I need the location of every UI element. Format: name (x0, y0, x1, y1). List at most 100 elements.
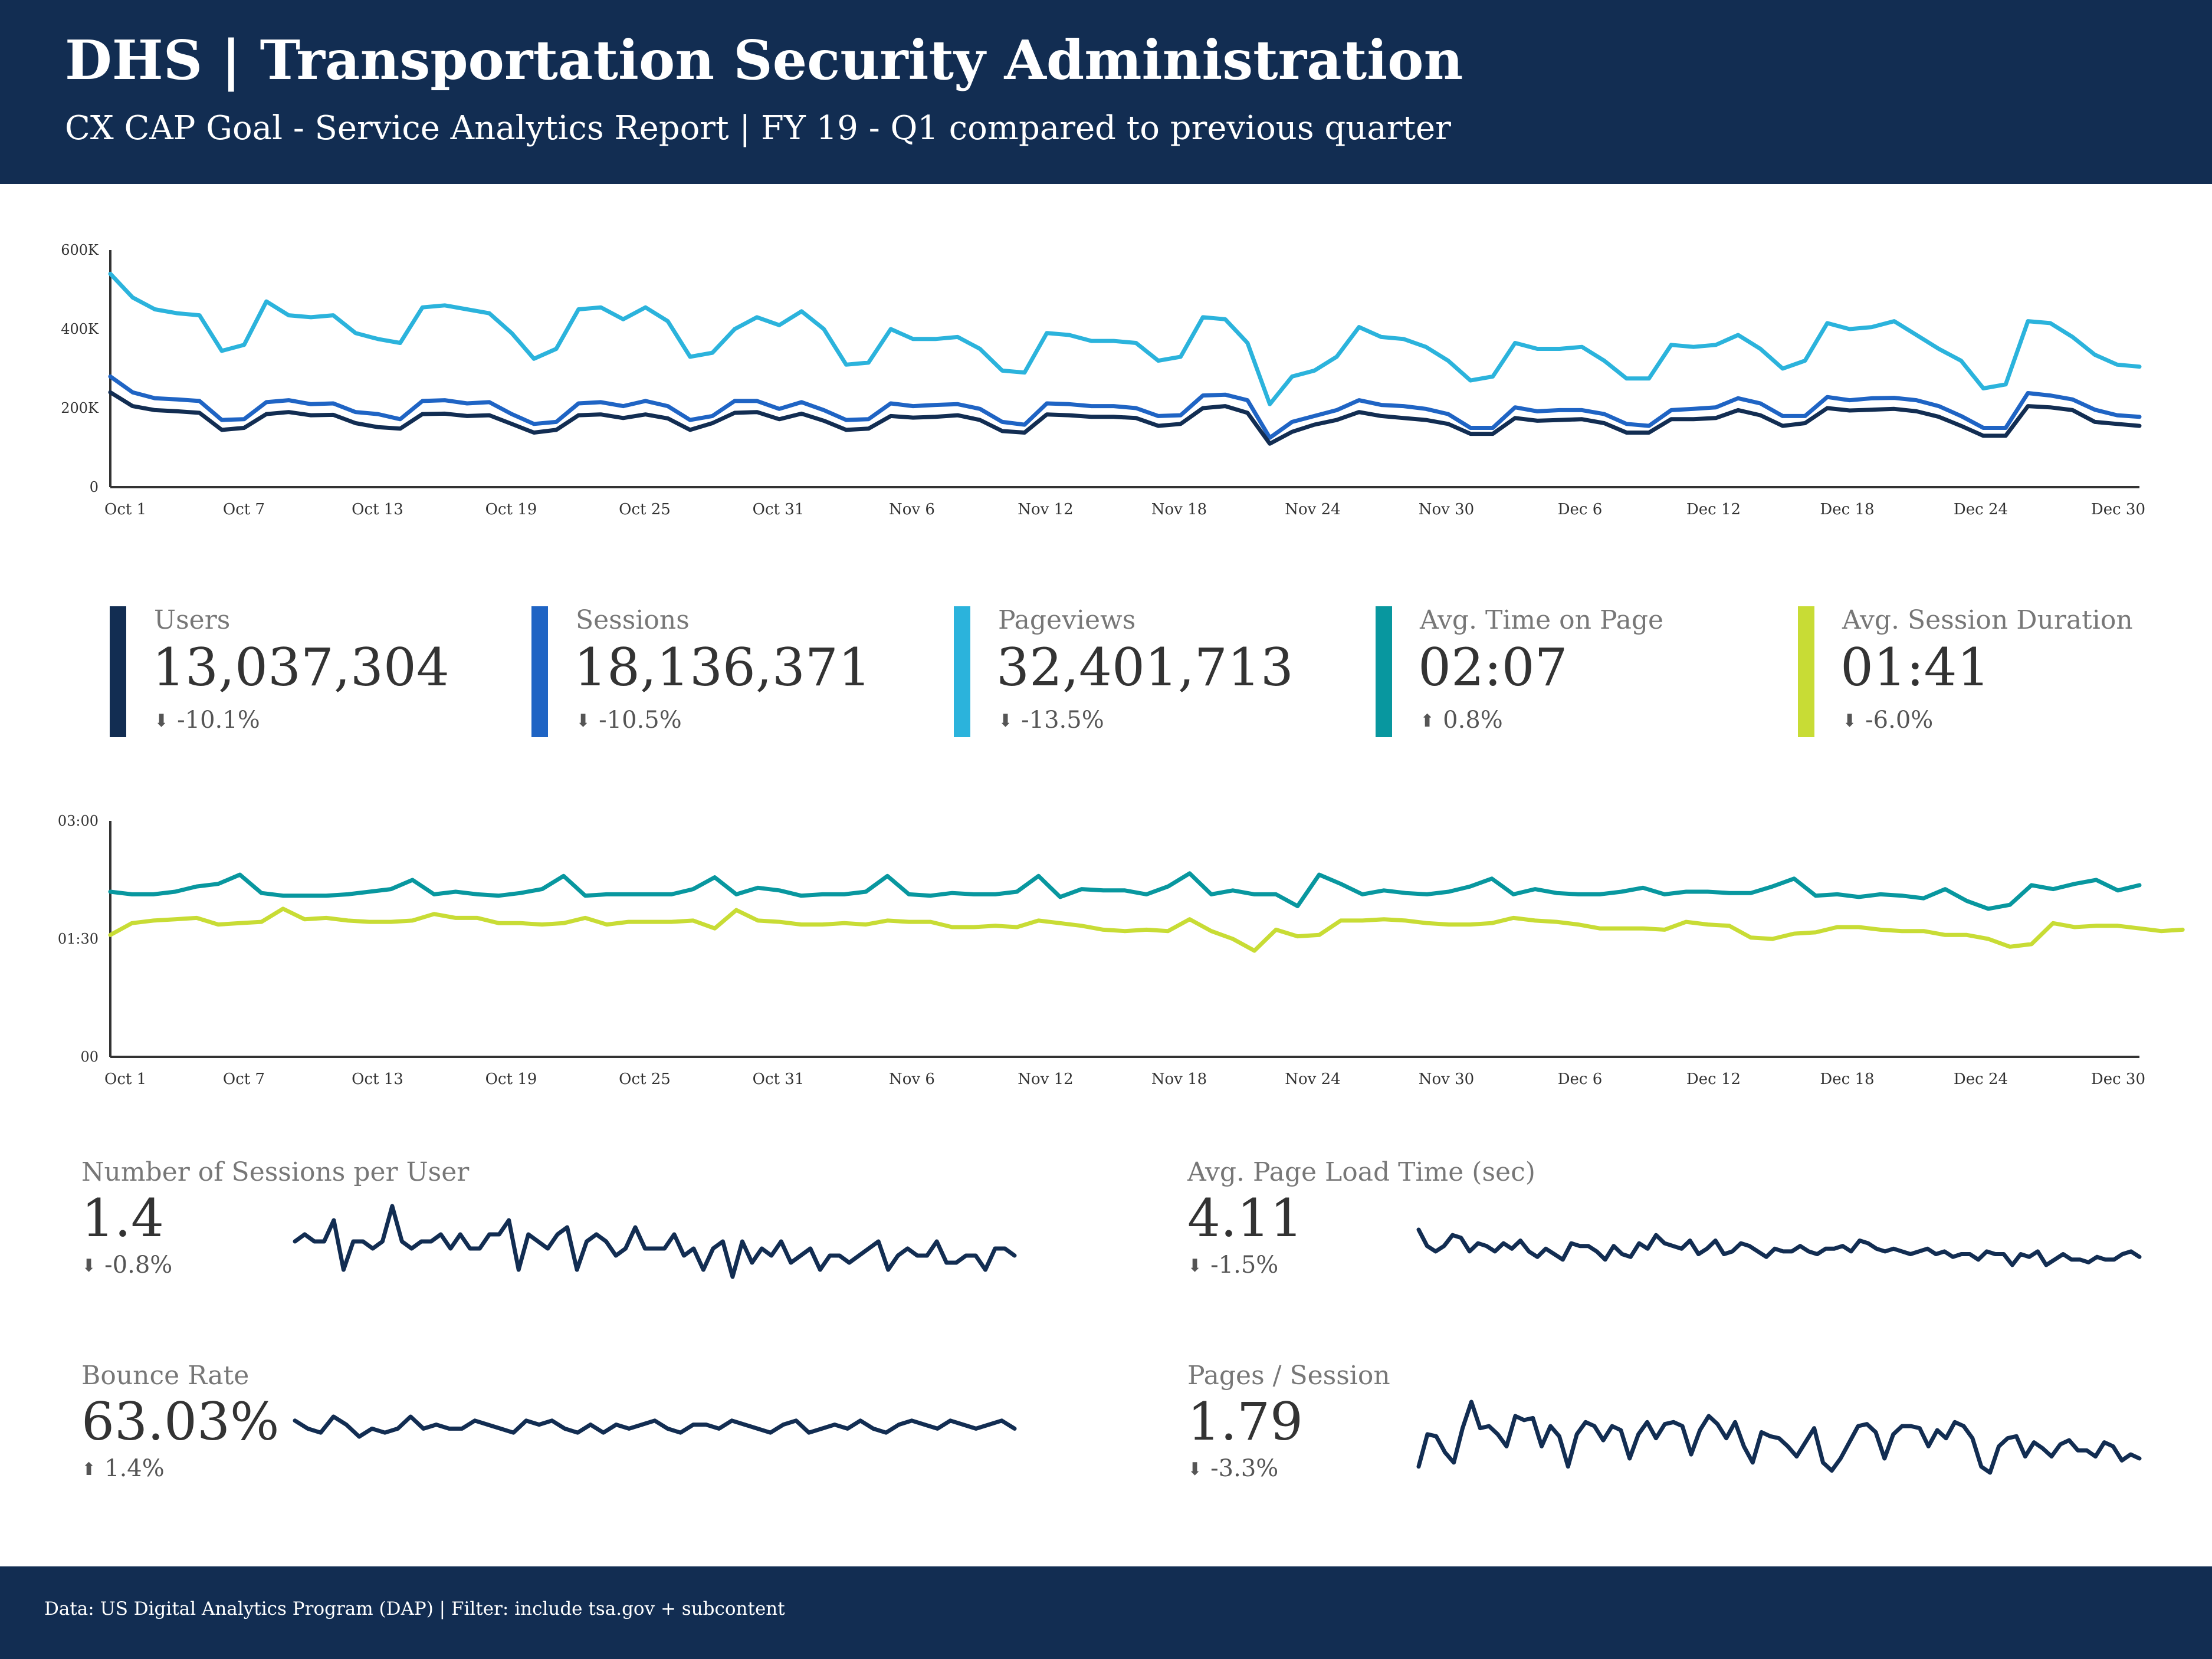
metric-change: ⬇ -1.5% (1187, 1251, 1278, 1279)
kpi-change: ⬇ -13.5% (998, 707, 1104, 734)
kpi-pageviews: Pageviews 32,401,713 ⬇ -13.5% (954, 605, 1331, 737)
series-line-pageviews (108, 271, 2142, 406)
x-tick-label: Oct 7 (223, 501, 265, 518)
metric-label: Avg. Page Load Time (sec) (1187, 1157, 1535, 1187)
kpi-change: ⬇ -10.1% (154, 707, 260, 734)
arrow-down-icon: ⬇ (154, 711, 169, 731)
series-line-avg-time-on-page (108, 871, 2142, 911)
kpi-change-value: -13.5% (1021, 707, 1104, 734)
series-line-avg-session-duration (108, 906, 2185, 953)
kpi-label: Sessions (576, 605, 690, 635)
arrow-down-icon: ⬇ (1842, 711, 1857, 731)
kpi-color-bar (954, 606, 970, 737)
kpi-sessions: Sessions 18,136,371 ⬇ -10.5% (531, 605, 909, 737)
bounce-rate-sparkline (293, 1414, 1017, 1439)
kpi-color-bar (110, 606, 126, 737)
metric-change-value: 1.4% (104, 1455, 165, 1482)
arrow-down-icon: ⬇ (1187, 1459, 1203, 1480)
y-tick-label: 400K (61, 321, 99, 337)
footer-source-note: Data: US Digital Analytics Program (DAP)… (44, 1598, 785, 1619)
kpi-value: 13,037,304 (152, 637, 449, 698)
report-header: DHS | Transportation Security Administra… (0, 0, 2212, 184)
x-tick-label: Oct 31 (753, 501, 805, 518)
arrow-up-icon: ⬆ (81, 1459, 97, 1480)
sparkline-number-of-sessions-per-user (293, 1204, 1017, 1279)
series-line-users (108, 390, 2142, 446)
sparkline-avg-page-load-time-sec (1416, 1227, 2142, 1267)
arrow-down-icon: ⬇ (1187, 1256, 1203, 1276)
kpi-change: ⬇ -10.5% (576, 707, 682, 734)
x-tick-label: Dec 12 (1686, 501, 1741, 518)
x-tick-label: Dec 12 (1686, 1070, 1741, 1088)
arrow-down-icon: ⬇ (998, 711, 1013, 731)
y-tick-label: 600K (61, 242, 99, 258)
kpi-value: 01:41 (1840, 637, 1990, 698)
metric-value: 1.79 (1187, 1391, 1303, 1452)
x-tick-label: Dec 24 (1954, 1070, 2008, 1088)
kpi-change-value: -10.5% (599, 707, 682, 734)
report-footer: Data: US Digital Analytics Program (DAP)… (0, 1566, 2212, 1659)
x-tick-label: Dec 24 (1954, 501, 2008, 518)
metric-change-value: -0.8% (104, 1251, 173, 1279)
sessions-per-user-sparkline (293, 1204, 1017, 1279)
x-tick-label: Oct 25 (619, 1070, 671, 1088)
arrow-down-icon: ⬇ (576, 711, 591, 731)
y-tick-label: 00 (80, 1049, 99, 1065)
metric-label: Pages / Session (1187, 1361, 1390, 1391)
kpi-users: Users 13,037,304 ⬇ -10.1% (110, 605, 487, 737)
x-tick-label: Dec 18 (1820, 501, 1874, 518)
arrow-down-icon: ⬇ (81, 1256, 97, 1276)
kpi-color-bar (1376, 606, 1392, 737)
x-tick-label: Dec 6 (1558, 1070, 1603, 1088)
x-tick-label: Oct 7 (223, 1070, 265, 1088)
kpi-change: ⬆ 0.8% (1420, 707, 1503, 734)
x-tick-label: Nov 24 (1285, 1070, 1340, 1088)
metric-value: 1.4 (81, 1188, 164, 1249)
kpi-change-value: -6.0% (1865, 707, 1934, 734)
kpi-label: Avg. Time on Page (1420, 605, 1664, 635)
pages-per-session-sparkline (1416, 1400, 2142, 1475)
y-tick-label: 200K (61, 400, 99, 416)
x-tick-label: Nov 6 (889, 501, 935, 518)
metric-value: 4.11 (1187, 1188, 1303, 1249)
x-tick-label: Dec 30 (2091, 501, 2145, 518)
metric-change: ⬆ 1.4% (81, 1455, 165, 1482)
x-tick-label: Oct 13 (352, 501, 403, 518)
x-tick-label: Nov 30 (1419, 501, 1474, 518)
x-tick-label: Oct 1 (104, 501, 146, 518)
x-tick-label: Oct 1 (104, 1070, 146, 1088)
metric-label: Number of Sessions per User (81, 1157, 470, 1187)
kpi-value: 32,401,713 (996, 637, 1294, 698)
kpi-label: Pageviews (998, 605, 1136, 635)
x-tick-label: Nov 18 (1151, 1070, 1207, 1088)
x-tick-label: Oct 19 (485, 501, 537, 518)
y-tick-label: 03:00 (58, 813, 99, 829)
duration-line-chart: 00 01:30 03:00 Oct 1 Oct 7 Oct 13 Oct 19 Oct 25… (58, 813, 2185, 1088)
x-tick-label: Oct 19 (485, 1070, 537, 1088)
x-tick-label: Nov 12 (1018, 501, 1073, 518)
sparkline-pages-session (1416, 1400, 2142, 1475)
kpi-label: Avg. Session Duration (1842, 605, 2133, 635)
x-tick-label: Nov 6 (889, 1070, 935, 1088)
metric-change: ⬇ -0.8% (81, 1251, 172, 1279)
metric-change-value: -3.3% (1210, 1455, 1279, 1482)
kpi-avg-time-on-page: Avg. Time on Page 02:07 ⬆ 0.8% (1376, 605, 1753, 737)
metric-change-value: -1.5% (1210, 1251, 1279, 1279)
sparkline-bounce-rate (293, 1414, 1017, 1439)
kpi-color-bar (1798, 606, 1814, 737)
kpi-change: ⬇ -6.0% (1842, 707, 1933, 734)
arrow-up-icon: ⬆ (1420, 711, 1435, 731)
x-tick-label: Nov 18 (1151, 501, 1207, 518)
y-tick-label: 0 (90, 479, 99, 495)
y-tick-label: 01:30 (58, 931, 99, 947)
metric-value: 63.03% (81, 1391, 280, 1452)
metric-change: ⬇ -3.3% (1187, 1455, 1278, 1482)
report-subtitle: CX CAP Goal - Service Analytics Report |… (65, 109, 1451, 147)
kpi-label: Users (154, 605, 231, 635)
x-tick-label: Dec 6 (1558, 501, 1603, 518)
kpi-change-value: 0.8% (1443, 707, 1503, 734)
kpi-color-bar (531, 606, 548, 737)
x-tick-label: Oct 31 (753, 1070, 805, 1088)
series-line-sessions (108, 374, 2142, 440)
kpi-value: 02:07 (1418, 637, 1568, 698)
